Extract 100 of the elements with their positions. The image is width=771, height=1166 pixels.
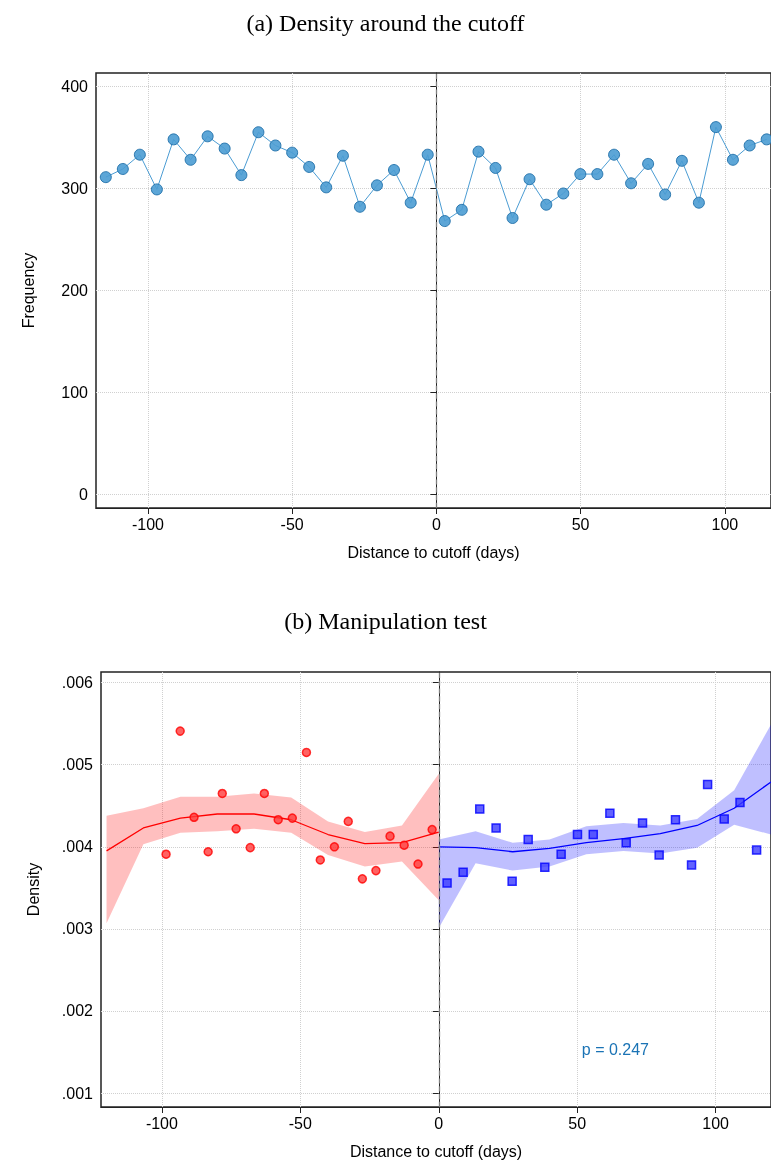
point: [167, 133, 180, 146]
point: [743, 139, 756, 152]
x-tick-label: 0: [434, 1114, 444, 1132]
y-tick-label: .003: [61, 920, 94, 938]
point: [99, 171, 112, 184]
point: [442, 878, 452, 888]
point: [217, 788, 228, 799]
point: [572, 829, 583, 840]
point: [201, 130, 214, 143]
point: [353, 200, 366, 213]
x-tick-label: 50: [568, 1114, 587, 1132]
point: [150, 183, 163, 196]
x-axis-title: Distance to cutoff (days): [349, 1142, 523, 1160]
point: [702, 779, 713, 790]
chart-title: (b) Manipulation test: [284, 608, 488, 634]
point: [329, 842, 340, 852]
x-axis-title: Distance to cutoff (days): [347, 543, 520, 561]
line-series: [105, 813, 440, 852]
point: [387, 164, 400, 176]
x-tick-label: 100: [711, 515, 739, 533]
y-axis-title: Frequency: [19, 252, 37, 329]
point: [245, 842, 255, 853]
point: [692, 196, 705, 209]
point: [637, 818, 648, 828]
point: [557, 187, 570, 200]
point: [642, 157, 655, 170]
point: [670, 814, 681, 825]
point: [591, 168, 604, 181]
point: [735, 797, 745, 808]
point: [438, 215, 451, 228]
y-tick-label: .002: [61, 1002, 94, 1020]
point: [506, 212, 519, 224]
point: [286, 146, 299, 159]
x-tick-label: 100: [702, 1114, 730, 1132]
point: [404, 196, 417, 209]
point: [231, 824, 241, 834]
point: [315, 855, 326, 865]
point: [675, 154, 688, 167]
point: [370, 179, 383, 192]
point: [235, 169, 248, 182]
point: [357, 874, 368, 884]
point: [203, 847, 213, 857]
point: [556, 849, 566, 859]
point: [189, 812, 199, 823]
point: [726, 153, 739, 166]
point: [709, 121, 722, 134]
point: [385, 831, 395, 841]
point: [161, 849, 171, 859]
point: [491, 823, 501, 833]
point: [458, 867, 468, 878]
x-tick-label: -100: [131, 515, 165, 533]
y-tick-label: .006: [61, 674, 94, 692]
point: [621, 837, 631, 848]
y-tick-label: .001: [61, 1084, 94, 1102]
point: [523, 834, 533, 845]
y-tick-label: .004: [61, 838, 94, 856]
point: [133, 148, 146, 161]
point: [184, 153, 197, 166]
point: [371, 865, 381, 876]
y-axis-title: Density: [24, 862, 42, 917]
point: [269, 139, 282, 152]
point: [259, 788, 270, 799]
y-tick-label: 400: [61, 77, 89, 95]
chart-title: (a) Density around the cutoff: [246, 10, 525, 36]
point: [399, 840, 409, 850]
point: [472, 145, 485, 158]
point: [608, 148, 621, 161]
point: [540, 198, 553, 211]
x-tick-label: 50: [571, 515, 590, 533]
y-tick-label: .005: [61, 756, 94, 774]
point: [175, 726, 185, 736]
point: [252, 126, 265, 139]
y-tick-label: 0: [79, 486, 89, 504]
point: [489, 161, 502, 174]
point: [273, 814, 283, 825]
point: [523, 173, 536, 186]
point: [336, 149, 349, 162]
point: [303, 160, 316, 173]
point: [287, 813, 298, 823]
point: [116, 162, 129, 175]
point: [654, 850, 664, 860]
point: [301, 747, 312, 758]
point: [659, 188, 672, 201]
point: [605, 808, 615, 818]
x-tick-label: -50: [280, 515, 304, 533]
y-tick-label: 300: [61, 179, 89, 197]
point: [588, 829, 599, 840]
point: [507, 876, 517, 887]
point: [413, 859, 423, 869]
point: [719, 814, 729, 824]
point: [421, 148, 434, 161]
x-tick-label: -50: [288, 1114, 312, 1132]
annotation: p = 0.247: [581, 1040, 650, 1058]
point: [540, 862, 550, 873]
point: [427, 824, 437, 835]
point: [320, 181, 333, 194]
x-tick-label: 0: [431, 515, 441, 533]
y-tick-label: 200: [61, 282, 89, 299]
y-tick-label: 100: [61, 384, 89, 402]
point: [625, 177, 638, 190]
